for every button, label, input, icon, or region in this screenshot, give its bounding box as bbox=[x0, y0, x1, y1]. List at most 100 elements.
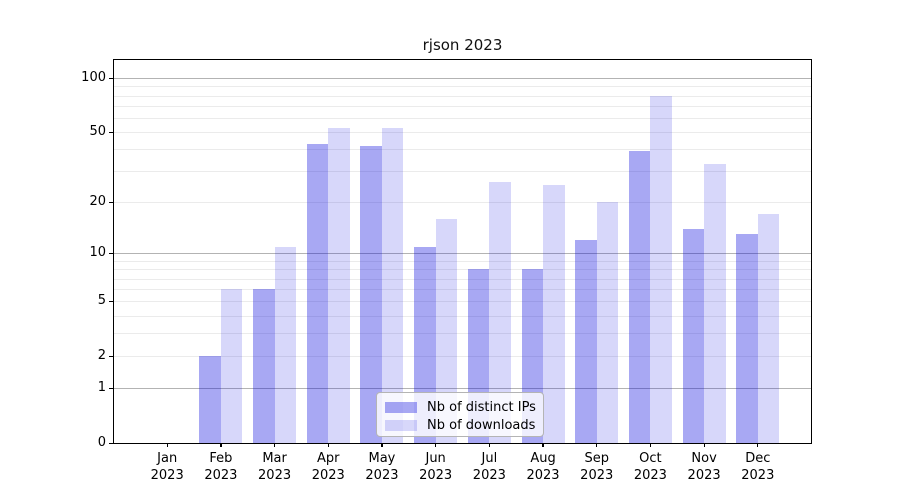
x-tick-label: Feb 2023 bbox=[189, 450, 253, 484]
y-gridline-minor bbox=[114, 278, 811, 280]
x-tick-year: 2023 bbox=[150, 468, 184, 483]
x-tick-mark bbox=[327, 443, 329, 447]
x-tick-year: 2023 bbox=[419, 468, 453, 483]
y-gridline-minor bbox=[114, 333, 811, 335]
x-tick-year: 2023 bbox=[204, 468, 238, 483]
bar-downloads bbox=[435, 219, 458, 443]
x-tick-year: 2023 bbox=[741, 468, 775, 483]
y-tick-mark bbox=[109, 300, 113, 303]
y-gridline-minor bbox=[114, 95, 811, 97]
bar-downloads bbox=[489, 182, 511, 443]
y-tick-label: 0 bbox=[97, 435, 106, 450]
chart-title: rjson 2023 bbox=[422, 36, 503, 54]
x-tick-month: Apr bbox=[317, 451, 340, 466]
bar-downloads bbox=[381, 127, 404, 443]
bar-distinct-ips bbox=[682, 228, 705, 443]
legend-item: Nb of downloads bbox=[377, 416, 543, 434]
y-gridline-major bbox=[114, 388, 811, 390]
x-tick-mark bbox=[542, 443, 544, 447]
x-tick-year: 2023 bbox=[526, 468, 560, 483]
x-tick-month: Jun bbox=[425, 451, 446, 466]
bar-distinct-ips bbox=[199, 356, 221, 443]
bar-downloads bbox=[220, 289, 243, 443]
bar-downloads bbox=[543, 185, 565, 443]
y-gridline-minor bbox=[114, 260, 811, 262]
y-gridline-minor bbox=[114, 117, 811, 119]
y-tick-mark bbox=[109, 131, 113, 133]
x-tick-mark bbox=[488, 443, 491, 447]
y-tick-mark bbox=[109, 387, 113, 389]
y-tick-label: 10 bbox=[89, 245, 106, 261]
bar-distinct-ips bbox=[306, 143, 329, 443]
x-tick-label: Jul 2023 bbox=[457, 450, 521, 484]
legend-label: Nb of distinct IPs bbox=[427, 399, 536, 415]
x-tick-mark bbox=[435, 443, 437, 447]
x-tick-year: 2023 bbox=[580, 468, 614, 483]
x-tick-month: Oct bbox=[639, 451, 662, 466]
x-tick-label: Apr 2023 bbox=[296, 450, 360, 484]
y-gridline-minor bbox=[114, 356, 811, 358]
y-gridline-major bbox=[114, 78, 811, 80]
y-tick-mark bbox=[109, 201, 113, 204]
x-tick-label: May 2023 bbox=[350, 450, 414, 484]
x-tick-label: Nov 2023 bbox=[672, 450, 736, 484]
bar-distinct-ips bbox=[360, 145, 382, 443]
x-tick-month: Sep bbox=[584, 451, 609, 466]
x-tick-month: Nov bbox=[691, 451, 717, 466]
y-tick-mark bbox=[109, 355, 113, 357]
x-tick-mark bbox=[273, 443, 276, 447]
x-tick-label: Jan 2023 bbox=[135, 450, 199, 484]
x-tick-year: 2023 bbox=[687, 468, 721, 483]
y-tick-mark bbox=[109, 442, 113, 444]
x-tick-month: Mar bbox=[262, 451, 287, 466]
x-tick-mark bbox=[381, 443, 383, 447]
y-gridline-minor bbox=[114, 105, 811, 107]
x-tick-mark bbox=[757, 443, 759, 447]
y-tick-mark bbox=[109, 77, 113, 79]
x-tick-year: 2023 bbox=[472, 468, 506, 483]
x-tick-label: Oct 2023 bbox=[618, 450, 682, 484]
bar-distinct-ips bbox=[575, 240, 597, 443]
bar-downloads bbox=[328, 127, 350, 443]
x-tick-month: Jul bbox=[481, 451, 498, 466]
y-gridline-major bbox=[114, 253, 811, 255]
bar-downloads bbox=[704, 164, 726, 443]
bar-distinct-ips bbox=[253, 289, 275, 443]
y-gridline-minor bbox=[114, 202, 811, 204]
legend-swatch bbox=[385, 401, 417, 413]
x-tick-month: Feb bbox=[209, 451, 233, 466]
bar-distinct-ips bbox=[628, 151, 651, 443]
x-tick-label: Mar 2023 bbox=[243, 450, 307, 484]
y-gridline-minor bbox=[114, 171, 811, 173]
x-tick-mark bbox=[649, 443, 652, 447]
y-gridline-minor bbox=[114, 301, 811, 303]
x-tick-month: May bbox=[368, 451, 396, 466]
x-tick-label: Dec 2023 bbox=[726, 450, 790, 484]
x-tick-mark bbox=[166, 443, 168, 447]
x-tick-label: Jun 2023 bbox=[404, 450, 468, 484]
bar-downloads bbox=[650, 95, 672, 443]
plot-area: 0 1 2 5 10 20 50 100 Jan 2023 Feb 2023 Mar 2023 Apr 202… bbox=[81, 59, 812, 483]
x-tick-year: 2023 bbox=[633, 468, 667, 483]
x-tick-year: 2023 bbox=[311, 468, 345, 483]
y-tick-label: 100 bbox=[81, 70, 106, 86]
legend-label: Nb of downloads bbox=[427, 417, 536, 433]
bar-downloads bbox=[274, 246, 297, 443]
y-tick-label: 1 bbox=[97, 380, 106, 396]
x-tick-month: Jan bbox=[157, 451, 178, 466]
bar-downloads bbox=[757, 214, 780, 443]
x-tick-month: Dec bbox=[745, 451, 771, 466]
y-gridline-minor bbox=[114, 132, 811, 134]
bar-downloads bbox=[596, 202, 619, 443]
y-gridline-minor bbox=[114, 269, 811, 271]
y-tick-label: 20 bbox=[89, 194, 106, 210]
legend-item: Nb of distinct IPs bbox=[377, 398, 543, 416]
y-gridline-minor bbox=[114, 315, 811, 317]
y-gridline-minor bbox=[114, 289, 811, 291]
x-tick-year: 2023 bbox=[258, 468, 292, 483]
bar-distinct-ips bbox=[736, 234, 758, 443]
x-tick-mark bbox=[220, 443, 222, 447]
y-tick-label: 5 bbox=[97, 293, 106, 309]
legend: Nb of distinct IPs Nb of downloads bbox=[376, 392, 544, 437]
